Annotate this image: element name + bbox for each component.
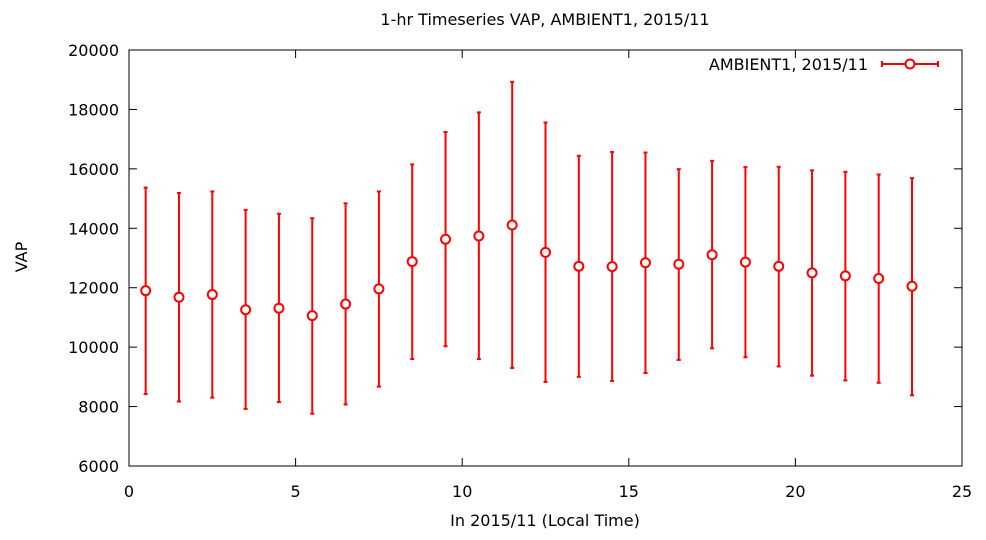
x-tick-label: 10	[452, 482, 472, 501]
chart-title: 1-hr Timeseries VAP, AMBIENT1, 2015/11	[380, 10, 709, 29]
plot-frame	[128, 49, 963, 467]
x-tick-label: 20	[785, 482, 805, 501]
data-point	[273, 302, 285, 314]
y-tick-label: 8000	[78, 398, 119, 417]
y-tick-label: 20000	[68, 41, 119, 60]
x-tick-label: 25	[952, 482, 972, 501]
data-point	[373, 283, 385, 295]
data-point	[573, 260, 585, 272]
y-tick-label: 10000	[68, 338, 119, 357]
y-tick-label: 18000	[68, 100, 119, 119]
x-tick-label: 5	[291, 482, 301, 501]
data-point	[606, 261, 618, 273]
legend: AMBIENT1, 2015/11	[709, 55, 939, 74]
x-tick-label: 15	[619, 482, 639, 501]
data-point	[406, 256, 418, 268]
data-point	[340, 298, 352, 310]
y-tick-labels: 6000 8000 10000 12000 14000 16000 18000 20000	[68, 41, 119, 476]
data-point	[306, 310, 318, 322]
data-point	[806, 267, 818, 279]
y-tick-label: 6000	[78, 457, 119, 476]
data-point	[873, 273, 885, 285]
y-tick-label: 12000	[68, 279, 119, 298]
data-point	[206, 289, 218, 301]
data-point	[739, 256, 751, 268]
data-point	[839, 270, 851, 282]
legend-marker	[881, 58, 939, 70]
data-point	[773, 260, 785, 272]
data-point	[540, 246, 551, 258]
data-point	[906, 280, 918, 292]
data-point	[706, 249, 718, 261]
x-tick-labels: 0 5 10 15 20 25	[124, 482, 972, 501]
x-axis-label: In 2015/11 (Local Time)	[450, 511, 640, 530]
x-tick-label: 0	[124, 482, 134, 501]
data-point	[140, 285, 152, 297]
y-tick-label: 16000	[68, 160, 119, 179]
data-point	[673, 258, 685, 270]
data-point	[639, 257, 651, 269]
data-point	[173, 291, 185, 303]
data-point	[440, 233, 452, 245]
data-point	[506, 219, 518, 231]
legend-label: AMBIENT1, 2015/11	[709, 55, 868, 74]
data-point	[240, 304, 252, 316]
plot-marks	[128, 49, 963, 467]
data-point	[473, 230, 485, 242]
y-tick-label: 14000	[68, 219, 119, 238]
legend-point	[904, 58, 916, 70]
y-axis-label: VAP	[12, 241, 31, 272]
